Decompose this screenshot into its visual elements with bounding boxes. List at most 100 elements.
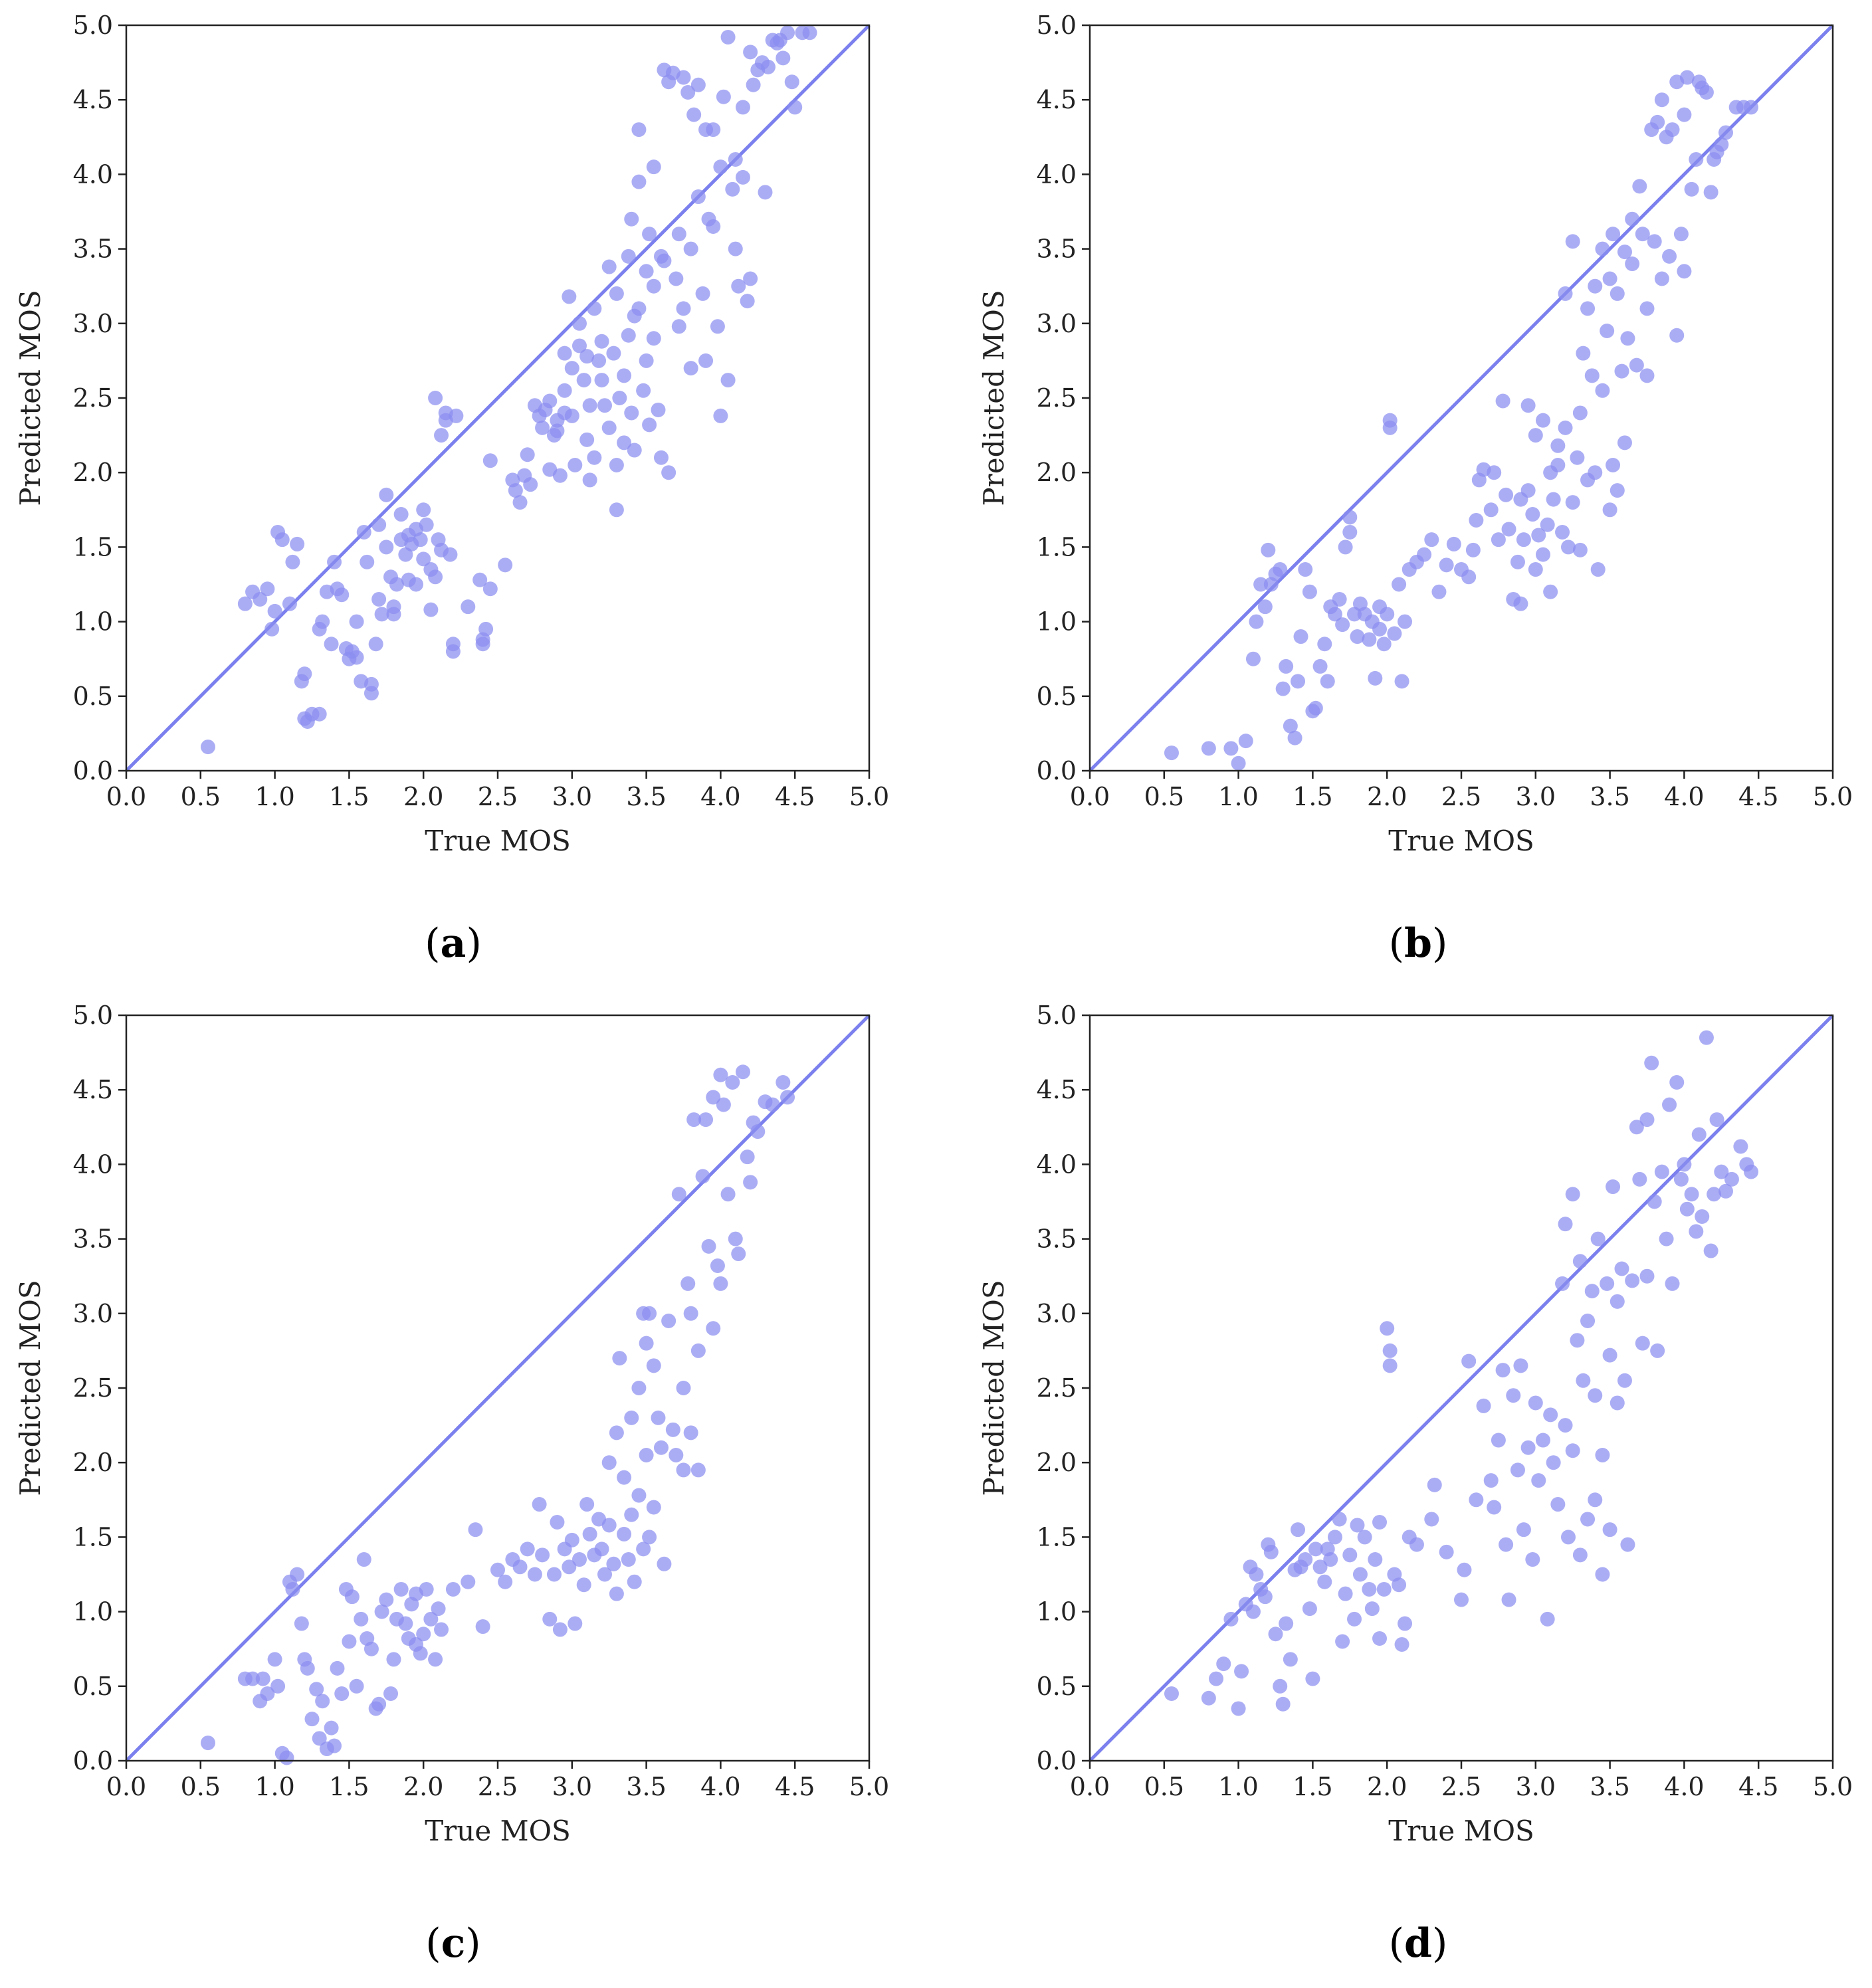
data-point [1570, 450, 1585, 465]
data-point [1558, 420, 1573, 435]
data-point [740, 294, 755, 309]
data-point [512, 1559, 528, 1575]
data-point [1392, 577, 1407, 592]
data-point [1528, 1395, 1543, 1411]
data-point [621, 1552, 636, 1567]
data-point [1223, 741, 1239, 756]
caption-letter: a [441, 920, 467, 967]
y-tick-label: 0.5 [1037, 682, 1077, 711]
x-tick-label: 2.5 [478, 1772, 518, 1801]
data-point [1275, 681, 1291, 696]
data-point [550, 423, 565, 439]
data-point [710, 319, 725, 334]
data-point [1368, 670, 1383, 686]
data-point [642, 417, 657, 433]
data-point [669, 1447, 684, 1462]
data-point [725, 1074, 740, 1090]
data-point [428, 391, 443, 405]
y-tick-label: 3.5 [73, 235, 113, 264]
data-point [1535, 1433, 1550, 1448]
data-point [1639, 301, 1655, 316]
data-point [1398, 1616, 1413, 1631]
data-point [612, 391, 627, 405]
data-point [579, 349, 595, 364]
data-point [1525, 1552, 1540, 1567]
data-point [639, 353, 654, 368]
data-point [746, 77, 761, 92]
data-point [334, 587, 350, 603]
data-point [315, 614, 330, 629]
data-point [1639, 1112, 1655, 1128]
y-tick-label: 1.0 [73, 1597, 113, 1627]
data-point [1629, 1120, 1644, 1135]
data-point [419, 1581, 434, 1597]
data-point [706, 1321, 721, 1336]
data-point [1257, 599, 1273, 615]
x-tick-label: 1.0 [255, 1772, 294, 1801]
x-tick-label: 5.0 [1813, 782, 1853, 811]
data-point [716, 1097, 731, 1112]
data-point [1245, 651, 1261, 666]
data-point [1338, 540, 1353, 555]
data-point [1352, 1567, 1368, 1582]
data-point [1684, 1187, 1699, 1202]
x-axis-label: True MOS [1388, 825, 1534, 857]
data-point [1558, 1418, 1573, 1433]
data-point [1595, 383, 1610, 398]
data-point [601, 420, 617, 435]
data-point [1673, 1171, 1689, 1187]
data-point [1565, 1443, 1580, 1458]
x-tick-label: 0.0 [1070, 1772, 1110, 1801]
data-point [1602, 1347, 1617, 1363]
data-point [646, 331, 661, 346]
data-point [1703, 1243, 1718, 1258]
data-point [653, 450, 669, 465]
data-point [572, 316, 587, 331]
data-point [461, 599, 476, 615]
data-point [1572, 405, 1588, 421]
y-tick-label: 1.5 [1037, 532, 1077, 561]
data-point [1580, 1314, 1596, 1329]
data-point [1516, 532, 1531, 547]
data-point [520, 1541, 535, 1557]
data-point [1565, 1187, 1580, 1202]
y-tick-label: 4.0 [1037, 1149, 1077, 1179]
data-point [1287, 730, 1302, 746]
data-point [1350, 1518, 1365, 1533]
data-point [1570, 1333, 1585, 1348]
data-point [267, 603, 282, 619]
data-point [624, 1507, 639, 1522]
x-tick-label: 2.0 [403, 782, 443, 811]
data-point [1245, 1604, 1261, 1619]
data-point [1253, 577, 1269, 592]
data-point [349, 650, 364, 665]
data-point [416, 551, 431, 567]
data-point [1461, 569, 1477, 585]
data-point [646, 278, 661, 294]
data-point [1392, 1577, 1407, 1593]
data-point [445, 644, 461, 659]
caption-close: ) [465, 1920, 480, 1967]
y-tick-label: 1.5 [73, 532, 113, 561]
data-point [409, 577, 424, 592]
data-point [393, 1581, 409, 1597]
data-point [1164, 1686, 1179, 1702]
data-point [671, 1187, 686, 1202]
x-tick-label: 0.5 [181, 1772, 221, 1801]
data-point [1639, 368, 1655, 383]
data-point [1531, 1473, 1546, 1488]
data-point [285, 1581, 300, 1597]
data-point [1461, 1353, 1477, 1369]
y-tick-label: 3.5 [1037, 235, 1077, 264]
x-tick-label: 1.0 [1218, 1772, 1258, 1801]
data-point [1565, 495, 1580, 510]
x-tick-label: 2.0 [403, 1772, 443, 1801]
data-point [475, 1619, 490, 1635]
data-point [646, 159, 661, 175]
data-point [1283, 718, 1298, 734]
data-point [1620, 1537, 1635, 1552]
data-point [1332, 591, 1347, 607]
data-point [1625, 1273, 1640, 1288]
data-point [434, 1622, 449, 1637]
